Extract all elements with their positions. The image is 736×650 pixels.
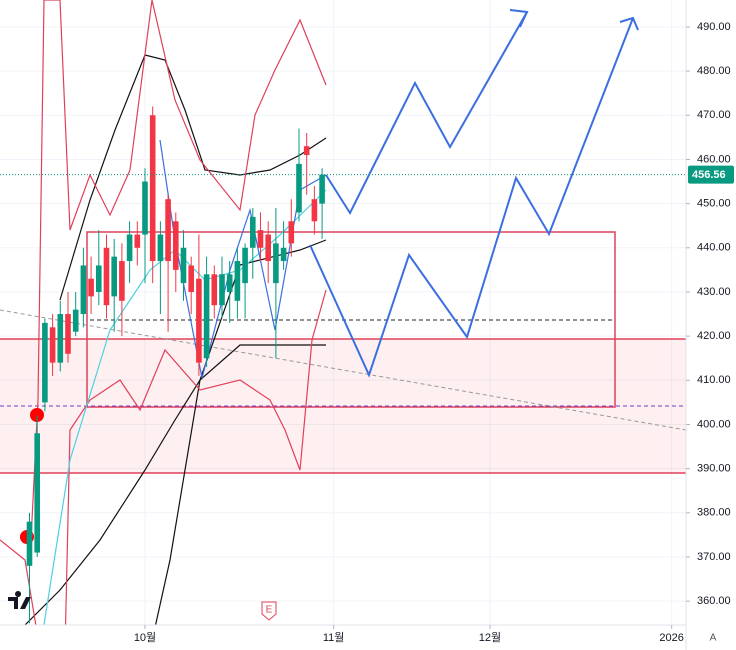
x-tick-label: 2026 bbox=[659, 632, 683, 644]
y-tick-label: 410.00 bbox=[697, 374, 731, 386]
candle-body bbox=[180, 247, 187, 284]
y-tick-label: 420.00 bbox=[697, 330, 731, 342]
forecast-path bbox=[325, 11, 528, 216]
earnings-badge bbox=[261, 601, 277, 621]
candle-body bbox=[219, 274, 225, 306]
indicator bbox=[149, 239, 327, 650]
candle-body bbox=[211, 274, 218, 306]
candle-body bbox=[234, 261, 241, 301]
earnings-label: E bbox=[266, 605, 273, 616]
candle-body bbox=[103, 247, 110, 306]
signal-dot bbox=[30, 408, 44, 422]
indicator bbox=[159, 139, 327, 379]
candle-body bbox=[80, 265, 87, 315]
y-tick-label: 370.00 bbox=[697, 551, 731, 563]
candle-body bbox=[142, 181, 148, 235]
arrow-head bbox=[509, 9, 529, 28]
candle-body bbox=[319, 174, 325, 204]
price-axis bbox=[686, 0, 736, 650]
candle-body bbox=[273, 243, 279, 284]
candle-body bbox=[203, 274, 210, 359]
candle-body bbox=[188, 265, 194, 292]
y-tick-label: 480.00 bbox=[697, 65, 731, 77]
box bbox=[86, 231, 616, 408]
candle-body bbox=[265, 234, 271, 262]
candle-body bbox=[34, 433, 40, 553]
candle-body bbox=[149, 115, 156, 262]
y-tick-label: 460.00 bbox=[697, 153, 731, 165]
y-tick-label: 430.00 bbox=[697, 286, 731, 298]
candle-body bbox=[242, 247, 248, 284]
candle-body bbox=[157, 234, 164, 262]
candle-body bbox=[72, 309, 79, 332]
x-tick-label: 12월 bbox=[479, 631, 501, 644]
x-tick-label: 11월 bbox=[323, 631, 345, 644]
candle-body bbox=[42, 322, 48, 403]
candle-body bbox=[288, 221, 295, 244]
y-tick-label: 440.00 bbox=[697, 242, 731, 254]
candle-body bbox=[165, 199, 171, 262]
candle-body bbox=[119, 261, 125, 301]
candles bbox=[26, 106, 325, 624]
indicator bbox=[0, 289, 327, 650]
candle-body bbox=[65, 314, 71, 354]
candle-body bbox=[26, 521, 33, 566]
candle-body bbox=[280, 247, 287, 262]
indicator bbox=[29, 0, 327, 561]
candle-body bbox=[57, 314, 64, 363]
grid bbox=[0, 0, 686, 625]
candle-body bbox=[296, 163, 302, 213]
candle-body bbox=[111, 256, 117, 297]
candle-body bbox=[249, 216, 256, 248]
x-tick-label: 10월 bbox=[134, 631, 156, 644]
y-tick-label: 470.00 bbox=[697, 109, 731, 121]
candle-body bbox=[257, 230, 264, 248]
candle-body bbox=[196, 278, 202, 363]
candle-body bbox=[88, 278, 94, 297]
candle-body bbox=[49, 327, 56, 363]
indicator bbox=[59, 54, 327, 301]
indicator bbox=[0, 344, 326, 650]
logo bbox=[8, 591, 31, 609]
candle-body bbox=[226, 274, 233, 292]
scale-mode: A bbox=[710, 633, 717, 644]
y-tick-label: 400.00 bbox=[697, 418, 731, 430]
y-tick-label: 390.00 bbox=[697, 463, 731, 475]
candle-body bbox=[95, 265, 102, 292]
candle-body bbox=[303, 146, 310, 156]
candle-body bbox=[126, 234, 133, 262]
last-price-label: 456.56 bbox=[692, 169, 726, 181]
last-price-badge bbox=[688, 165, 734, 184]
y-tick-label: 490.00 bbox=[697, 21, 731, 33]
forecast-path bbox=[309, 17, 634, 378]
y-tick-label: 450.00 bbox=[697, 198, 731, 210]
candle-body bbox=[172, 221, 179, 270]
time-axis bbox=[0, 625, 686, 650]
y-tick-label: 380.00 bbox=[697, 507, 731, 519]
candle-body bbox=[134, 234, 141, 248]
candle-body bbox=[311, 199, 318, 222]
y-tick-label: 360.00 bbox=[697, 595, 731, 607]
arrow-head bbox=[619, 16, 639, 31]
